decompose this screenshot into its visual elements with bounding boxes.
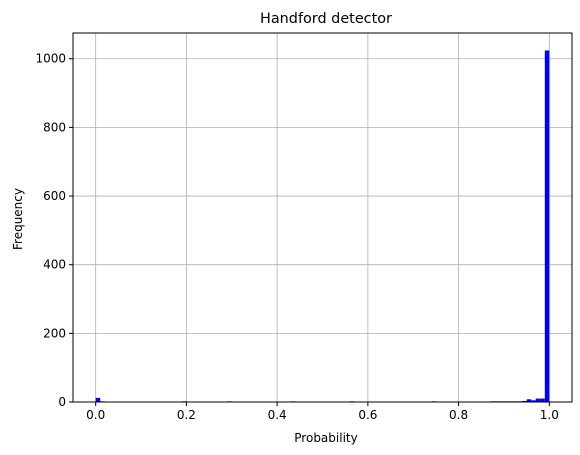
- x-tick-label: 0.2: [177, 408, 196, 422]
- x-axis-label: Probability: [294, 431, 357, 445]
- grid-lines: [73, 33, 572, 403]
- histogram-bar: [535, 398, 541, 402]
- y-axis-label: Frequency: [11, 188, 25, 250]
- histogram-bars: [95, 50, 550, 403]
- x-tick-label: 1.0: [540, 408, 559, 422]
- histogram-bar: [522, 400, 527, 402]
- axis-ticks: 0.0 0.2 0.4 0.6 0.8 1.0 0 200 400 600 800 1000: [35, 52, 558, 422]
- y-tick-label: 600: [43, 189, 66, 203]
- y-tick-label: 400: [43, 258, 66, 272]
- histogram-bar: [531, 400, 536, 402]
- x-tick-label: 0.4: [268, 408, 287, 422]
- histogram-bar: [544, 50, 550, 403]
- y-tick-label: 800: [43, 120, 66, 134]
- y-tick-label: 200: [43, 326, 66, 340]
- plot-frame: [72, 32, 573, 403]
- x-tick-label: 0.6: [358, 408, 377, 422]
- chart-title: Handford detector: [260, 11, 392, 27]
- y-tick-label: 0: [58, 395, 66, 409]
- x-tick-label: 0.0: [86, 408, 105, 422]
- x-tick-label: 0.8: [449, 408, 468, 422]
- histogram-bar: [95, 397, 101, 402]
- y-tick-label: 1000: [35, 52, 66, 66]
- histogram-bar: [540, 398, 545, 402]
- histogram-bar: [526, 399, 532, 402]
